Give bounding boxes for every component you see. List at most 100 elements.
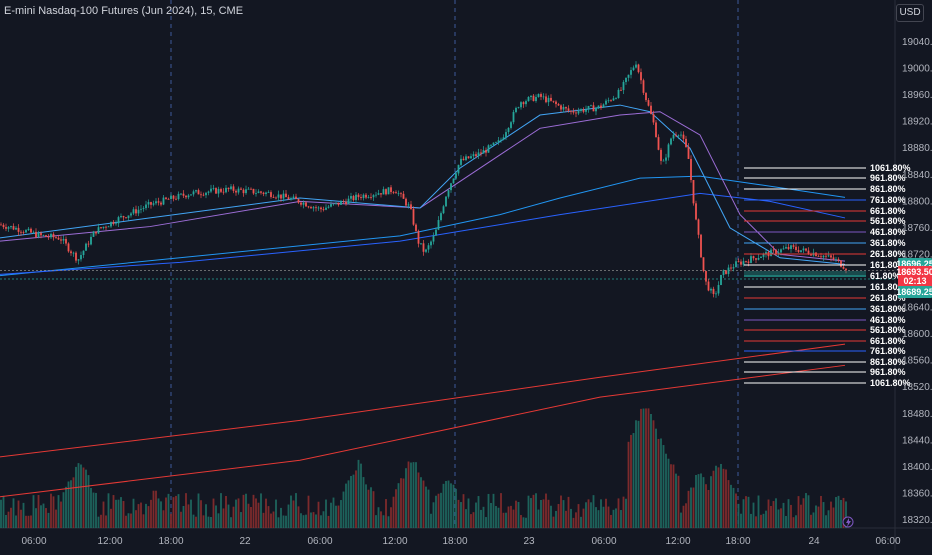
candle-body <box>405 198 407 206</box>
candle-body <box>62 238 65 241</box>
candle-body <box>267 192 270 193</box>
candle-body <box>672 134 675 139</box>
volume-bar <box>295 493 297 528</box>
candle-body <box>210 188 212 192</box>
fib-level-label: 561.80% <box>870 216 906 226</box>
price-badge-label: 18696.25 <box>896 259 932 269</box>
volume-bar <box>790 504 792 528</box>
volume-bar <box>707 489 710 528</box>
volume-bar <box>67 481 70 528</box>
volume-bar <box>710 476 712 528</box>
volume-bar <box>842 497 845 528</box>
volume-bar <box>25 515 27 528</box>
volume-bar <box>570 508 572 528</box>
candle-body <box>102 226 105 229</box>
candle-body <box>360 197 362 199</box>
volume-bar <box>845 501 847 528</box>
candle-body <box>500 139 502 141</box>
volume-bar <box>797 496 800 528</box>
candle-body <box>707 281 710 291</box>
volume-bar <box>380 511 382 528</box>
candle-body <box>392 191 395 193</box>
candle-body <box>750 256 752 263</box>
candle-body <box>20 231 22 233</box>
volume-bar <box>787 499 790 528</box>
volume-bar <box>740 513 742 528</box>
volume-bar <box>375 515 377 528</box>
volume-bar <box>587 499 590 528</box>
candle-body <box>35 231 37 238</box>
candle-body <box>227 187 230 189</box>
volume-bar <box>822 502 825 528</box>
volume-bar <box>325 499 327 528</box>
volume-bar <box>162 510 165 528</box>
candle-body <box>430 241 432 246</box>
candle-body <box>542 96 545 98</box>
candle-body <box>407 204 410 206</box>
candle-body <box>747 261 750 263</box>
volume-bar <box>170 513 172 528</box>
volume-bar <box>287 504 290 528</box>
volume-bar <box>227 504 230 528</box>
candle-body <box>30 228 32 233</box>
y-tick-label: 18520.00 <box>902 382 932 393</box>
volume-bar <box>340 500 342 528</box>
candle-body <box>60 239 62 241</box>
candle-body <box>732 267 735 269</box>
candle-body <box>147 202 150 205</box>
candle-body <box>100 227 102 229</box>
volume-bar <box>580 516 582 528</box>
candle-body <box>80 255 82 260</box>
candle-body <box>840 260 842 267</box>
candle-body <box>625 77 627 83</box>
volume-bar <box>245 493 247 528</box>
volume-bar <box>15 515 17 528</box>
volume-bar <box>55 509 57 528</box>
volume-bar <box>572 517 575 528</box>
candle-body <box>682 134 685 139</box>
volume-bar <box>35 508 37 528</box>
volume-bar <box>370 487 372 528</box>
candle-body <box>87 243 90 245</box>
volume-bar <box>677 475 680 528</box>
candle-body <box>627 74 630 78</box>
candle-body <box>225 187 227 193</box>
y-tick-label: 18920.00 <box>902 117 932 128</box>
volume-bar <box>27 515 30 528</box>
volume-bar <box>117 499 120 528</box>
candle-body <box>170 195 172 200</box>
volume-bar <box>450 483 452 528</box>
currency-button[interactable]: USD <box>896 4 924 22</box>
volume-bar <box>152 490 155 528</box>
candle-body <box>415 224 417 231</box>
volume-bar <box>447 480 450 528</box>
volume-bar <box>360 463 362 528</box>
volume-bar <box>612 509 615 528</box>
volume-bar <box>87 475 90 528</box>
candle-body <box>587 105 590 110</box>
volume-bar <box>615 508 617 528</box>
volume-bar <box>250 506 252 528</box>
volume-bar <box>517 501 520 528</box>
fib-level-label: 961.80% <box>870 173 906 183</box>
volume-bar <box>487 493 490 528</box>
candle-body <box>320 207 322 210</box>
candle-body <box>635 64 637 68</box>
candle-body <box>125 217 127 219</box>
volume-bar <box>815 505 817 528</box>
candle-body <box>570 110 572 112</box>
candle-body <box>727 267 730 274</box>
candle-body <box>375 194 377 196</box>
candle-body <box>172 195 175 199</box>
volume-bar <box>762 513 765 528</box>
volume-bar <box>212 498 215 528</box>
candle-body <box>685 138 687 148</box>
candle-body <box>142 208 145 209</box>
candle-body <box>492 142 495 146</box>
x-tick-label: 06:00 <box>591 536 616 547</box>
candle-body <box>157 201 160 203</box>
volume-bar <box>555 510 557 528</box>
candle-body <box>377 193 380 195</box>
